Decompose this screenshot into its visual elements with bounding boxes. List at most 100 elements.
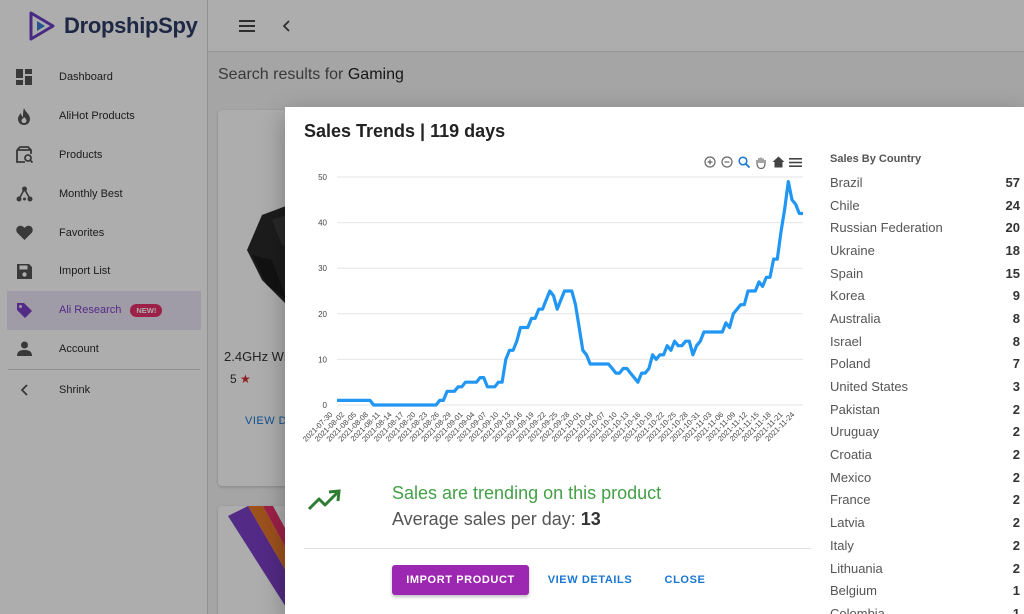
country-row: Korea 9 — [830, 284, 1020, 307]
average-sales: Average sales per day: 13 — [392, 509, 601, 530]
country-name: Mexico — [830, 469, 872, 485]
hierarchy-icon — [14, 184, 34, 204]
country-sales-count: 24 — [1005, 197, 1020, 213]
person-icon — [14, 339, 34, 359]
y-tick-label: 0 — [323, 401, 328, 410]
tag-icon — [14, 300, 34, 320]
import-product-button[interactable]: IMPORT PRODUCT — [392, 565, 529, 595]
country-sales-count: 1 — [1012, 583, 1020, 599]
country-name: Belgium — [830, 583, 877, 599]
sales-series-line[interactable] — [337, 180, 803, 407]
dialog-divider — [304, 548, 811, 549]
sidebar-item-dashboard[interactable]: Dashboard — [0, 58, 208, 97]
country-row: Latvia 2 — [830, 511, 1020, 534]
hamburger-menu-icon[interactable] — [238, 17, 256, 35]
country-sales-count: 2 — [1012, 492, 1020, 508]
product-name: 2.4GHz Wi — [224, 349, 287, 364]
view-details-link[interactable]: VIEW D — [245, 415, 288, 427]
country-row: Mexico 2 — [830, 466, 1020, 489]
sidebar-item-label: Account — [59, 342, 99, 355]
trending-up-icon — [307, 489, 341, 511]
country-list: Brazil 57 Chile 24 Russian Federation 20 Ukrai… — [830, 171, 1020, 614]
app-name: DropshipSpy — [64, 13, 198, 38]
country-row: Australia 8 — [830, 307, 1020, 330]
sidebar-item-ali-research[interactable]: Ali Research NEW! — [7, 290, 201, 330]
country-sales-count: 9 — [1012, 288, 1020, 304]
country-name: Spain — [830, 265, 864, 281]
country-row: Poland 7 — [830, 353, 1020, 376]
sales-trend-chart: 010203040502021-07-302021-08-022021-08-0… — [301, 173, 803, 444]
country-name: Uruguay — [830, 424, 880, 440]
sidebar-item-import-list[interactable]: Import List — [0, 252, 208, 291]
search-prefix: Search results for — [218, 66, 344, 83]
sidebar-item-label: Dashboard — [59, 71, 113, 84]
sidebar-item-label: Products — [59, 148, 103, 161]
view-details-button[interactable]: VIEW DETAILS — [547, 565, 633, 595]
new-badge: NEW! — [130, 303, 163, 317]
country-sales-count: 2 — [1012, 424, 1020, 440]
sales-by-country-heading: Sales By Country — [830, 153, 922, 165]
country-name: Chile — [830, 197, 860, 213]
country-row: Italy 2 — [830, 534, 1020, 557]
country-sales-count: 2 — [1012, 537, 1020, 553]
close-button[interactable]: CLOSE — [660, 565, 710, 595]
country-sales-count: 2 — [1012, 560, 1020, 576]
country-sales-count: 2 — [1012, 401, 1020, 417]
product-rating: 5 ★ — [230, 372, 251, 386]
country-row: Russian Federation 20 — [830, 216, 1020, 239]
sidebar-item-label: Monthly Best — [59, 187, 123, 200]
average-sales-label: Average sales per day: — [392, 509, 576, 529]
country-name: Ukraine — [830, 242, 875, 258]
chart-menu-icon[interactable] — [788, 155, 802, 169]
sidebar-item-account[interactable]: Account — [0, 330, 208, 369]
country-sales-count: 3 — [1012, 379, 1020, 395]
country-name: Poland — [830, 356, 871, 372]
heart-icon — [14, 223, 34, 243]
sidebar-item-label: AliHot Products — [59, 110, 135, 123]
country-row: Brazil 57 — [830, 171, 1020, 194]
rating-value: 5 — [230, 372, 237, 386]
sidebar-item-monthly-best[interactable]: Monthly Best — [0, 174, 208, 213]
chevron-left-icon[interactable] — [280, 16, 294, 36]
star-icon: ★ — [240, 372, 251, 386]
country-sales-count: 8 — [1012, 310, 1020, 326]
country-row: Croatia 2 — [830, 443, 1020, 466]
y-tick-label: 20 — [318, 310, 327, 319]
y-tick-label: 40 — [318, 219, 327, 228]
dialog-title: Sales Trends | 119 days — [304, 121, 506, 141]
country-row: Colombia 1 — [830, 602, 1020, 614]
pan-hand-icon[interactable] — [754, 155, 768, 169]
search-results-heading: Search results for Gaming — [218, 66, 404, 84]
sidebar: DropshipSpy Dashboard AliHot Products Pr… — [0, 0, 208, 614]
trend-status-text: Sales are trending on this product — [392, 483, 662, 503]
country-name: Russian Federation — [830, 220, 943, 236]
zoom-in-icon[interactable] — [703, 155, 717, 169]
country-sales-count: 7 — [1012, 356, 1020, 372]
country-name: Croatia — [830, 447, 872, 463]
sidebar-item-alihot-products[interactable]: AliHot Products — [0, 97, 208, 136]
sidebar-shrink-button[interactable]: Shrink — [0, 370, 208, 409]
country-row: Lithuania 2 — [830, 557, 1020, 580]
country-sales-count: 57 — [1005, 174, 1020, 190]
sidebar-item-products[interactable]: Products — [0, 136, 208, 175]
selection-zoom-icon[interactable] — [737, 155, 751, 169]
app-logo[interactable]: DropshipSpy — [28, 10, 198, 42]
zoom-out-icon[interactable] — [720, 155, 734, 169]
country-sales-count: 1 — [1012, 605, 1020, 614]
reset-home-icon[interactable] — [771, 155, 785, 169]
country-name: Brazil — [830, 174, 863, 190]
country-row: France 2 — [830, 489, 1020, 512]
fire-icon — [14, 106, 34, 126]
save-icon — [14, 261, 34, 281]
y-tick-label: 30 — [318, 264, 327, 273]
sidebar-item-favorites[interactable]: Favorites — [0, 213, 208, 252]
sidebar-item-label: Ali Research — [59, 304, 122, 317]
chart-toolbar — [703, 155, 802, 169]
country-sales-count: 20 — [1005, 220, 1020, 236]
country-name: Pakistan — [830, 401, 880, 417]
country-name: France — [830, 492, 871, 508]
sidebar-divider — [8, 369, 200, 371]
sidebar-item-label: Import List — [59, 265, 111, 278]
country-sales-count: 8 — [1012, 333, 1020, 349]
country-sales-count: 2 — [1012, 515, 1020, 531]
